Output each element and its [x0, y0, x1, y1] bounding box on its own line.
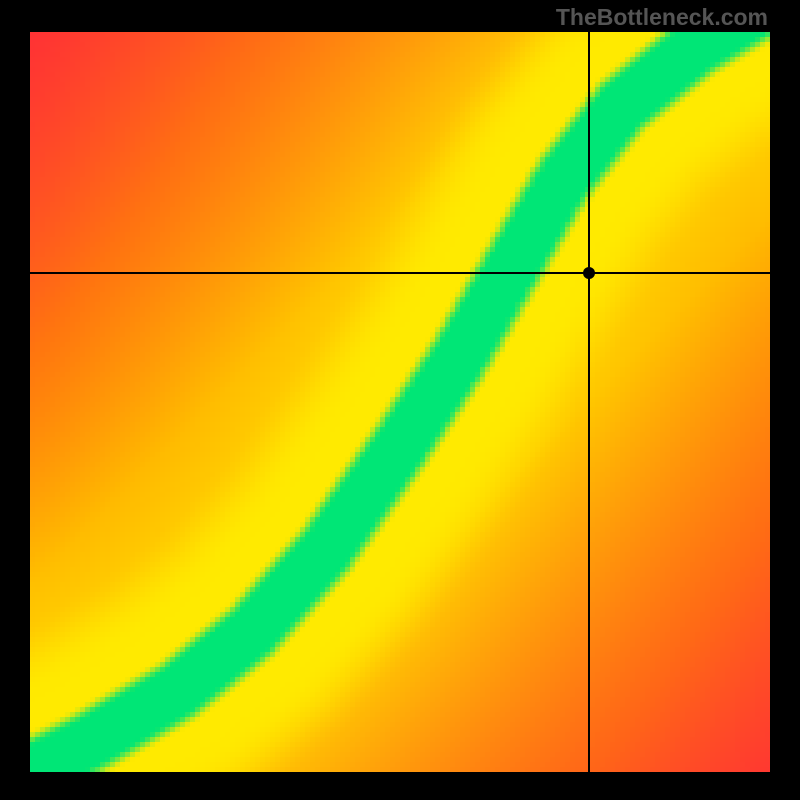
attribution-text: TheBottleneck.com [556, 4, 768, 31]
plot-area [30, 32, 770, 772]
crosshair-vertical [588, 32, 590, 772]
heatmap-canvas [30, 32, 770, 772]
crosshair-horizontal [30, 272, 770, 274]
crosshair-marker [583, 267, 595, 279]
